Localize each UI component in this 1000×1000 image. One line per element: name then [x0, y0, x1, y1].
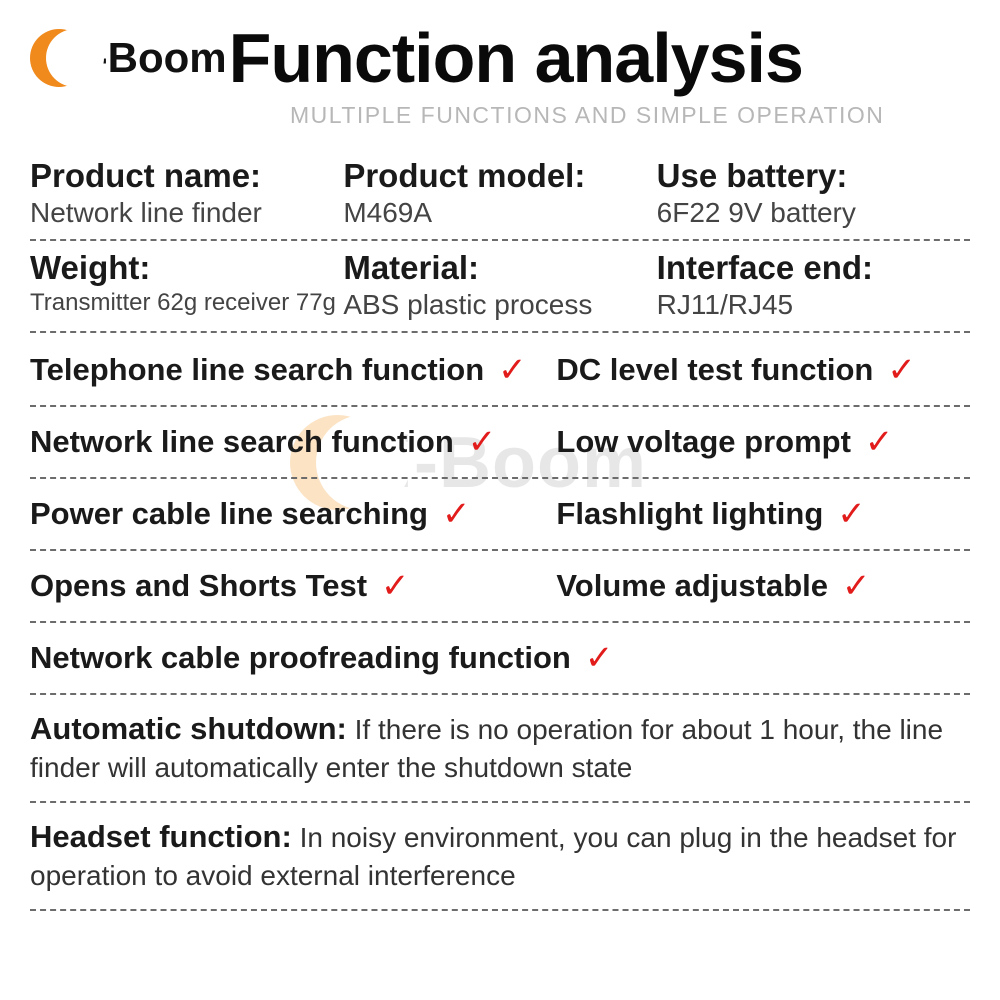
page-subtitle: MULTIPLE FUNCTIONS AND SIMPLE OPERATION [290, 102, 970, 129]
spec-material: Material: ABS plastic process [343, 241, 656, 331]
check-icon: ✓ [585, 638, 614, 678]
feature-telephone-line-search: Telephone line search function ✓ [30, 350, 556, 390]
spec-label: Product name: [30, 157, 343, 195]
notes-section: Automatic shutdown: If there is no opera… [30, 695, 970, 911]
feature-low-voltage-prompt: Low voltage prompt ✓ [556, 422, 970, 462]
spec-label: Product model: [343, 157, 656, 195]
feature-label: Low voltage prompt [556, 424, 851, 460]
spec-product-name: Product name: Network line finder [30, 149, 343, 239]
feature-label: Opens and Shorts Test [30, 568, 367, 604]
note-automatic-shutdown: Automatic shutdown: If there is no opera… [30, 695, 970, 803]
crescent-icon [30, 29, 88, 87]
features-list: Telephone line search function ✓ DC leve… [30, 335, 970, 695]
content-container: i-Boom Function analysis MULTIPLE FUNCTI… [0, 0, 1000, 911]
spec-interface-end: Interface end: RJ11/RJ45 [657, 241, 970, 331]
feature-dc-level-test: DC level test function ✓ [556, 350, 970, 390]
feature-label: Flashlight lighting [556, 496, 823, 532]
check-icon: ✓ [887, 350, 916, 390]
feature-network-line-search: Network line search function ✓ [30, 422, 556, 462]
spec-value: 6F22 9V battery [657, 197, 970, 229]
feature-network-cable-proofreading: Network cable proofreading function ✓ [30, 638, 970, 678]
note-headset-function: Headset function: In noisy environment, … [30, 803, 970, 911]
feature-volume-adjustable: Volume adjustable ✓ [556, 566, 970, 606]
check-icon: ✓ [837, 494, 866, 534]
page-title: Function analysis [229, 18, 803, 98]
feature-label: Network cable proofreading function [30, 640, 571, 676]
feature-label: Power cable line searching [30, 496, 428, 532]
spec-value: RJ11/RJ45 [657, 289, 970, 321]
note-label: Automatic shutdown: [30, 711, 347, 746]
divider [30, 331, 970, 333]
spec-value: ABS plastic process [343, 289, 656, 321]
feature-flashlight-lighting: Flashlight lighting ✓ [556, 494, 970, 534]
header: i-Boom Function analysis [30, 18, 970, 98]
feature-opens-shorts-test: Opens and Shorts Test ✓ [30, 566, 556, 606]
spec-product-model: Product model: M469A [343, 149, 656, 239]
feature-row: Power cable line searching ✓ Flashlight … [30, 479, 970, 551]
spec-weight: Weight: Transmitter 62g receiver 77g [30, 241, 343, 331]
spec-value: Transmitter 62g receiver 77g [30, 289, 343, 317]
spec-value: Network line finder [30, 197, 343, 229]
feature-label: Network line search function [30, 424, 454, 460]
feature-row: Opens and Shorts Test ✓ Volume adjustabl… [30, 551, 970, 623]
feature-power-cable-searching: Power cable line searching ✓ [30, 494, 556, 534]
feature-row: Network line search function ✓ Low volta… [30, 407, 970, 479]
check-icon: ✓ [442, 494, 471, 534]
specs-grid: Product name: Network line finder Produc… [30, 149, 970, 333]
brand-logo: i-Boom [30, 29, 227, 87]
feature-label: Volume adjustable [556, 568, 828, 604]
note-label: Headset function: [30, 819, 292, 854]
check-icon: ✓ [842, 566, 871, 606]
check-icon: ✓ [381, 566, 410, 606]
feature-label: Telephone line search function [30, 352, 484, 388]
feature-label: DC level test function [556, 352, 873, 388]
feature-row: Telephone line search function ✓ DC leve… [30, 335, 970, 407]
check-icon: ✓ [498, 350, 527, 390]
spec-label: Material: [343, 249, 656, 287]
spec-label: Use battery: [657, 157, 970, 195]
spec-value: M469A [343, 197, 656, 229]
feature-row: Network cable proofreading function ✓ [30, 623, 970, 695]
check-icon: ✓ [865, 422, 894, 462]
spec-label: Weight: [30, 249, 343, 287]
check-icon: ✓ [468, 422, 497, 462]
spec-use-battery: Use battery: 6F22 9V battery [657, 149, 970, 239]
spec-label: Interface end: [657, 249, 970, 287]
